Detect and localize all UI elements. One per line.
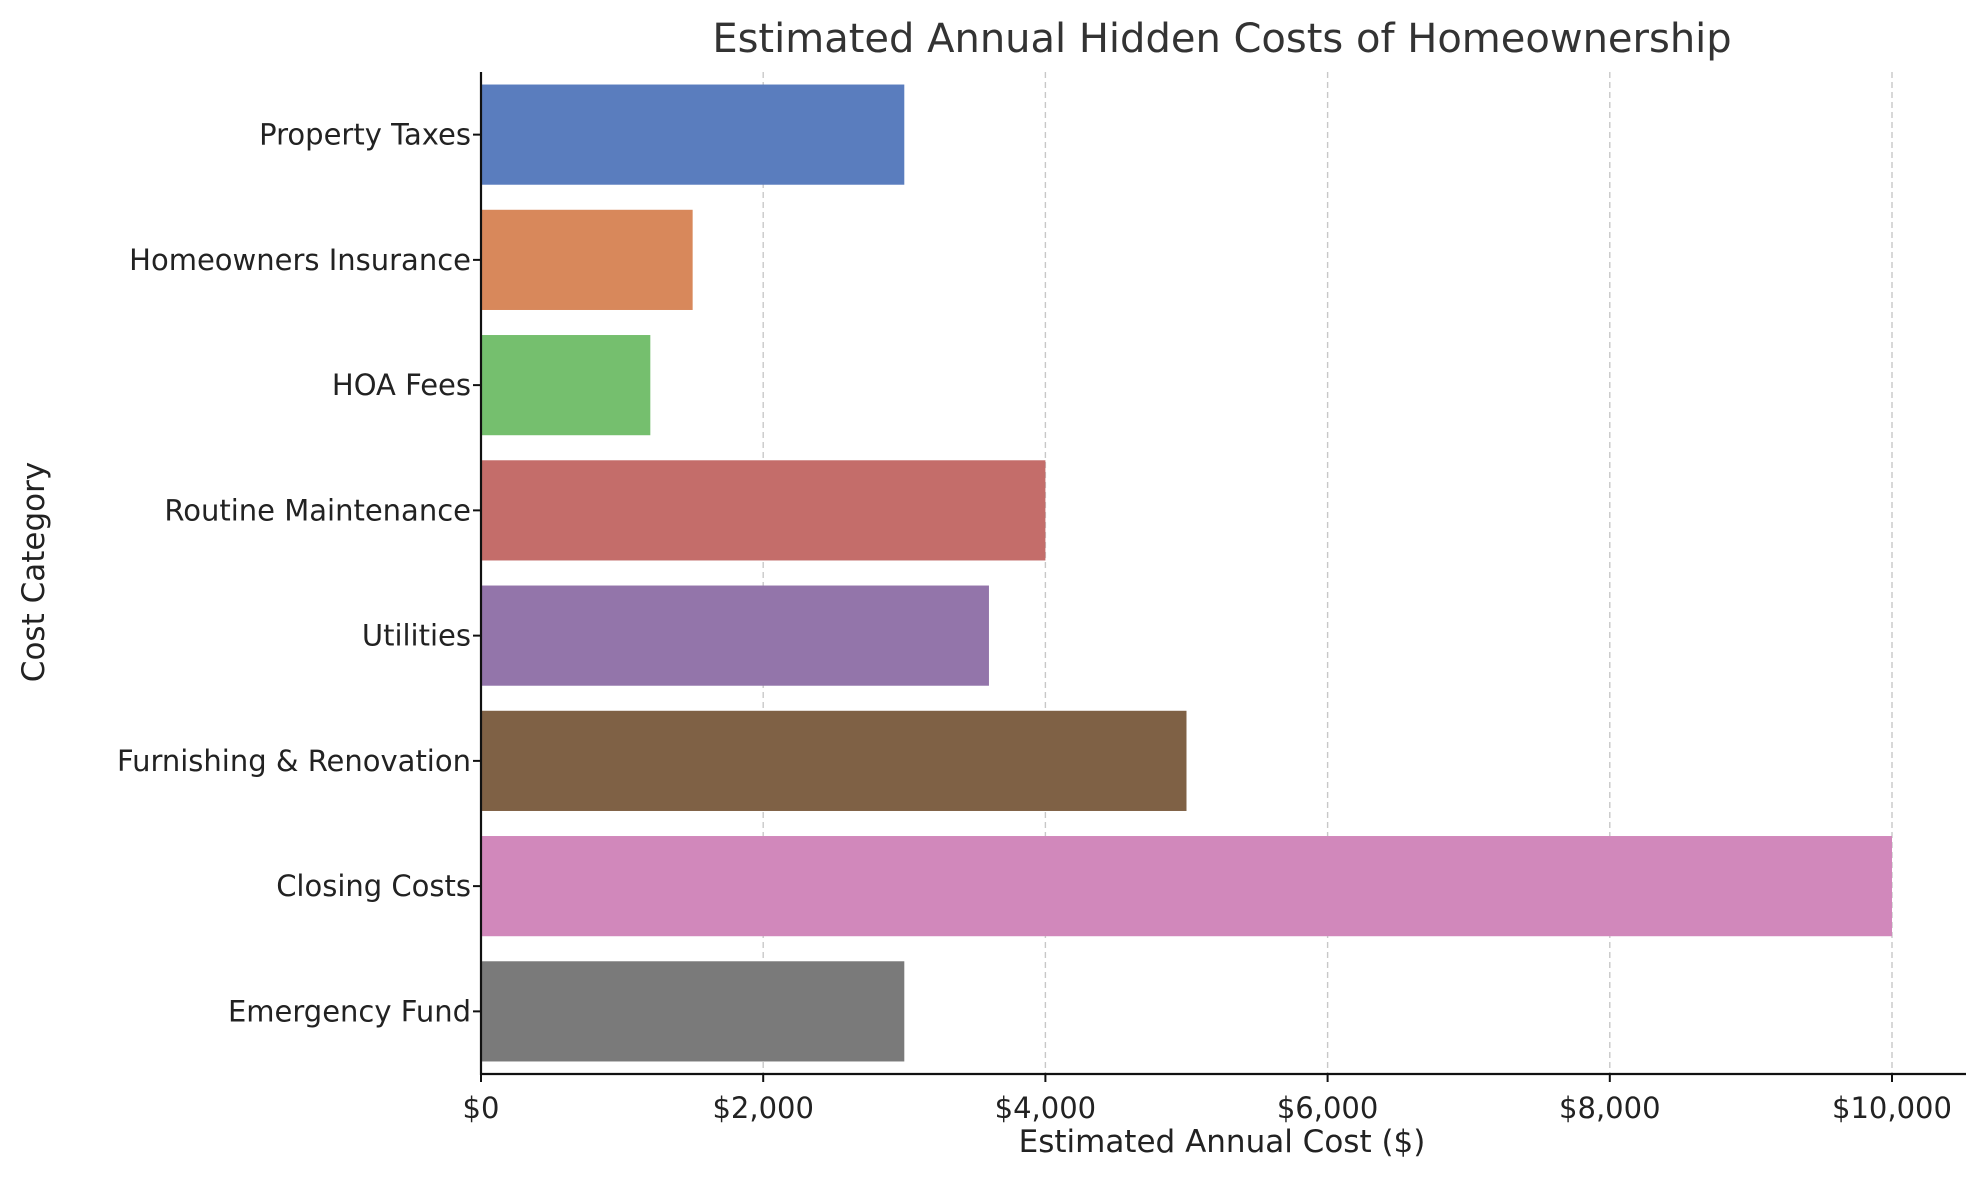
axes [479, 72, 1966, 1076]
category-label: Closing Costs [276, 869, 471, 903]
x-tick-label: $8,000 [1559, 1091, 1660, 1125]
category-label: Utilities [362, 619, 471, 653]
bars [481, 84, 1892, 1062]
bar [481, 335, 651, 436]
bar [481, 460, 1046, 561]
bar [481, 209, 693, 310]
x-tick-label: $2,000 [712, 1091, 813, 1125]
category-labels: Property Taxes Homeowners Insurance HOA Fe… [117, 118, 481, 1028]
x-tick-label: $0 [463, 1091, 500, 1125]
y-axis-title: Cost Category [16, 462, 52, 682]
x-tick-label: $4,000 [995, 1091, 1096, 1125]
x-tick-label: $6,000 [1277, 1091, 1378, 1125]
category-label: Emergency Fund [228, 994, 471, 1028]
bar [481, 84, 905, 185]
bar [481, 585, 989, 686]
x-ticks: $0 $2,000 $4,000 $6,000 $8,000 $10,000 [463, 1074, 1952, 1125]
x-tick-label: $10,000 [1832, 1091, 1952, 1125]
bar [481, 961, 905, 1062]
category-label: Routine Maintenance [164, 493, 471, 527]
chart-title: Estimated Annual Hidden Costs of Homeown… [712, 16, 1731, 62]
bar [481, 836, 1892, 937]
category-label: Homeowners Insurance [129, 243, 471, 277]
category-label: Property Taxes [259, 118, 471, 152]
category-label: HOA Fees [332, 368, 471, 402]
bar [481, 710, 1187, 811]
category-label: Furnishing & Renovation [117, 744, 471, 778]
x-axis-title: Estimated Annual Cost ($) [1019, 1124, 1426, 1160]
